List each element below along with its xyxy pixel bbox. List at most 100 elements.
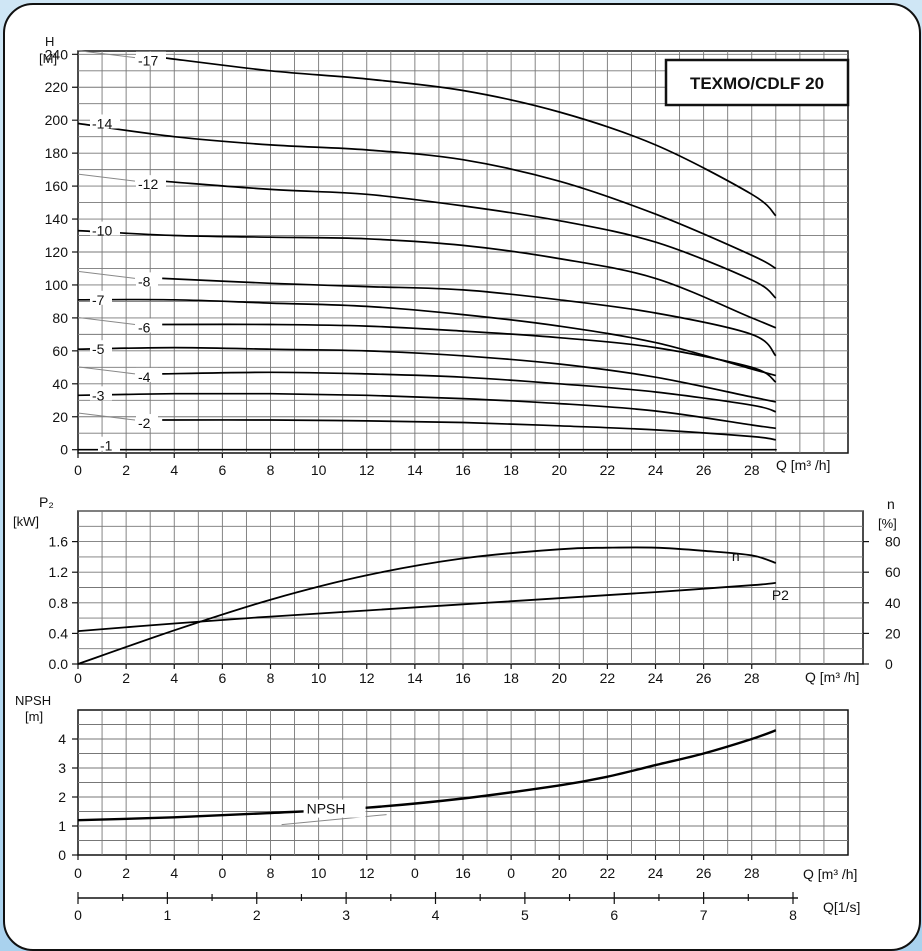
head-curve-stage-5 [77, 346, 776, 403]
y-tick-label: 2 [58, 789, 66, 805]
chart-title-box: TEXMO/CDLF 20 [664, 58, 850, 107]
x-tick-label: 28 [744, 462, 760, 478]
curve-P2 [77, 582, 776, 632]
series-label-n: n [732, 548, 740, 564]
stage-label: -2 [138, 415, 151, 431]
y-left-tick-label: 0.0 [49, 656, 69, 672]
head-chart: 0 2 4 6 8 10 12 14 16 18 20 22 24 26 28 02040608010012… [39, 34, 850, 478]
stage-label-bg [136, 51, 166, 66]
x-tick-label: 10 [311, 670, 327, 686]
x-tick-label: 0 [74, 907, 82, 923]
flow-lps-axis: 0 1 2 3 4 5 6 7 8 Q[1/s] [74, 892, 860, 923]
x-tick-label: 12 [359, 865, 375, 881]
x-tick-label: 26 [696, 462, 712, 478]
head-ylabel: H [45, 34, 54, 49]
stage-leader [77, 412, 136, 421]
series-label-NPSH: NPSH [307, 801, 346, 817]
stage-label-bg [90, 290, 112, 305]
stage-label: -14 [92, 115, 112, 131]
pump-curve-figure: 0 2 4 6 8 10 12 14 16 18 20 22 24 26 28 02040608010012… [13, 34, 901, 923]
x-tick-label: 14 [407, 462, 423, 478]
head-curve-stage-10 [77, 229, 777, 329]
y-right-tick-label: 80 [885, 534, 901, 550]
stage-label: -10 [92, 223, 112, 239]
x-tick-label: 24 [648, 670, 664, 686]
x-tick-label: 8 [267, 865, 275, 881]
power-efficiency-chart: nP2 0 2 4 6 8 10 12 14 16 18 20 22 24 26 28 0.00.40.81… [13, 494, 901, 686]
y-right-tick-label: 20 [885, 625, 901, 641]
x-tick-label: 20 [551, 462, 567, 478]
stage-label: -1 [100, 438, 113, 454]
x-tick-label: 16 [455, 462, 471, 478]
y-tick-label: 40 [52, 376, 68, 392]
series-label-P2: P2 [772, 587, 789, 603]
npsh-leader [281, 814, 387, 826]
stage-label-bg [136, 414, 158, 429]
head-curve-stage-3 [77, 392, 776, 430]
npsh-ylabel-unit: [m] [25, 709, 43, 724]
stage-label-bg [136, 318, 158, 333]
y-left-tick-label: 1.6 [49, 534, 69, 550]
x-tick-label: 4 [170, 865, 178, 881]
y-right-tick-label: 0 [885, 656, 893, 672]
x-tick-label: 10 [311, 865, 327, 881]
stage-label-bg [90, 114, 120, 129]
y-tick-label: 60 [52, 343, 68, 359]
x-tick-label: 2 [122, 670, 130, 686]
x-tick-label: 0 [218, 865, 226, 881]
y-right-tick-label: 60 [885, 564, 901, 580]
x-tick-label: 6 [218, 462, 226, 478]
y-tick-label: 1 [58, 818, 66, 834]
npsh-xlabel: Q [m³ /h] [803, 866, 857, 882]
y-tick-label: 220 [45, 79, 69, 95]
y-tick-label: 240 [45, 46, 69, 62]
x-tick-label: 8 [789, 907, 797, 923]
x-tick-label: 0 [74, 865, 82, 881]
y-tick-label: 160 [45, 178, 69, 194]
stage-leader [77, 366, 136, 375]
x-tick-label: 28 [744, 670, 760, 686]
x-tick-label: 3 [342, 907, 350, 923]
lps-xlabel: Q[1/s] [823, 899, 860, 915]
x-tick-label: 2 [253, 907, 261, 923]
stage-leader [77, 270, 136, 279]
stage-label-bg [98, 436, 120, 451]
x-tick-label: 18 [503, 670, 519, 686]
power-xlabel: Q [m³ /h] [805, 669, 859, 685]
power-ylabel-unit: [kW] [13, 514, 39, 529]
head-curve-stage-14 [77, 122, 777, 270]
head-curve-stage-17 [162, 56, 777, 217]
y-right-tick-label: 40 [885, 595, 901, 611]
stage-label-bg [90, 386, 112, 401]
x-tick-label: 6 [218, 670, 226, 686]
x-tick-label: 22 [600, 865, 616, 881]
y-tick-label: 200 [45, 112, 69, 128]
x-tick-label: 0 [74, 670, 82, 686]
stage-label: -6 [138, 319, 151, 335]
stage-label: -8 [138, 273, 151, 289]
stage-label-bg [90, 221, 120, 236]
efficiency-ylabel: n [887, 496, 895, 512]
y-tick-label: 180 [45, 145, 69, 161]
y-tick-label: 120 [45, 244, 69, 260]
stage-leader [77, 316, 136, 325]
x-tick-label: 20 [551, 865, 567, 881]
x-tick-label: 12 [359, 462, 375, 478]
y-left-tick-label: 0.8 [49, 595, 69, 611]
npsh-curve [77, 729, 777, 822]
x-tick-label: 4 [432, 907, 440, 923]
head-xlabel: Q [m³ /h] [776, 457, 830, 473]
y-left-tick-label: 0.4 [49, 625, 69, 641]
chart-title: TEXMO/CDLF 20 [690, 74, 824, 93]
x-tick-label: 8 [267, 462, 275, 478]
y-tick-label: 3 [58, 760, 66, 776]
head-curve-stage-4 [162, 371, 777, 413]
x-tick-label: 6 [610, 907, 618, 923]
x-tick-label: 28 [744, 865, 760, 881]
x-tick-label: 26 [696, 865, 712, 881]
x-tick-label: 14 [407, 670, 423, 686]
chart-frame: 0 2 4 6 8 10 12 14 16 18 20 22 24 26 28 0 20 40 60 80 100 12… [3, 3, 921, 951]
stage-label-bg [136, 175, 166, 190]
x-tick-label: 12 [359, 670, 375, 686]
